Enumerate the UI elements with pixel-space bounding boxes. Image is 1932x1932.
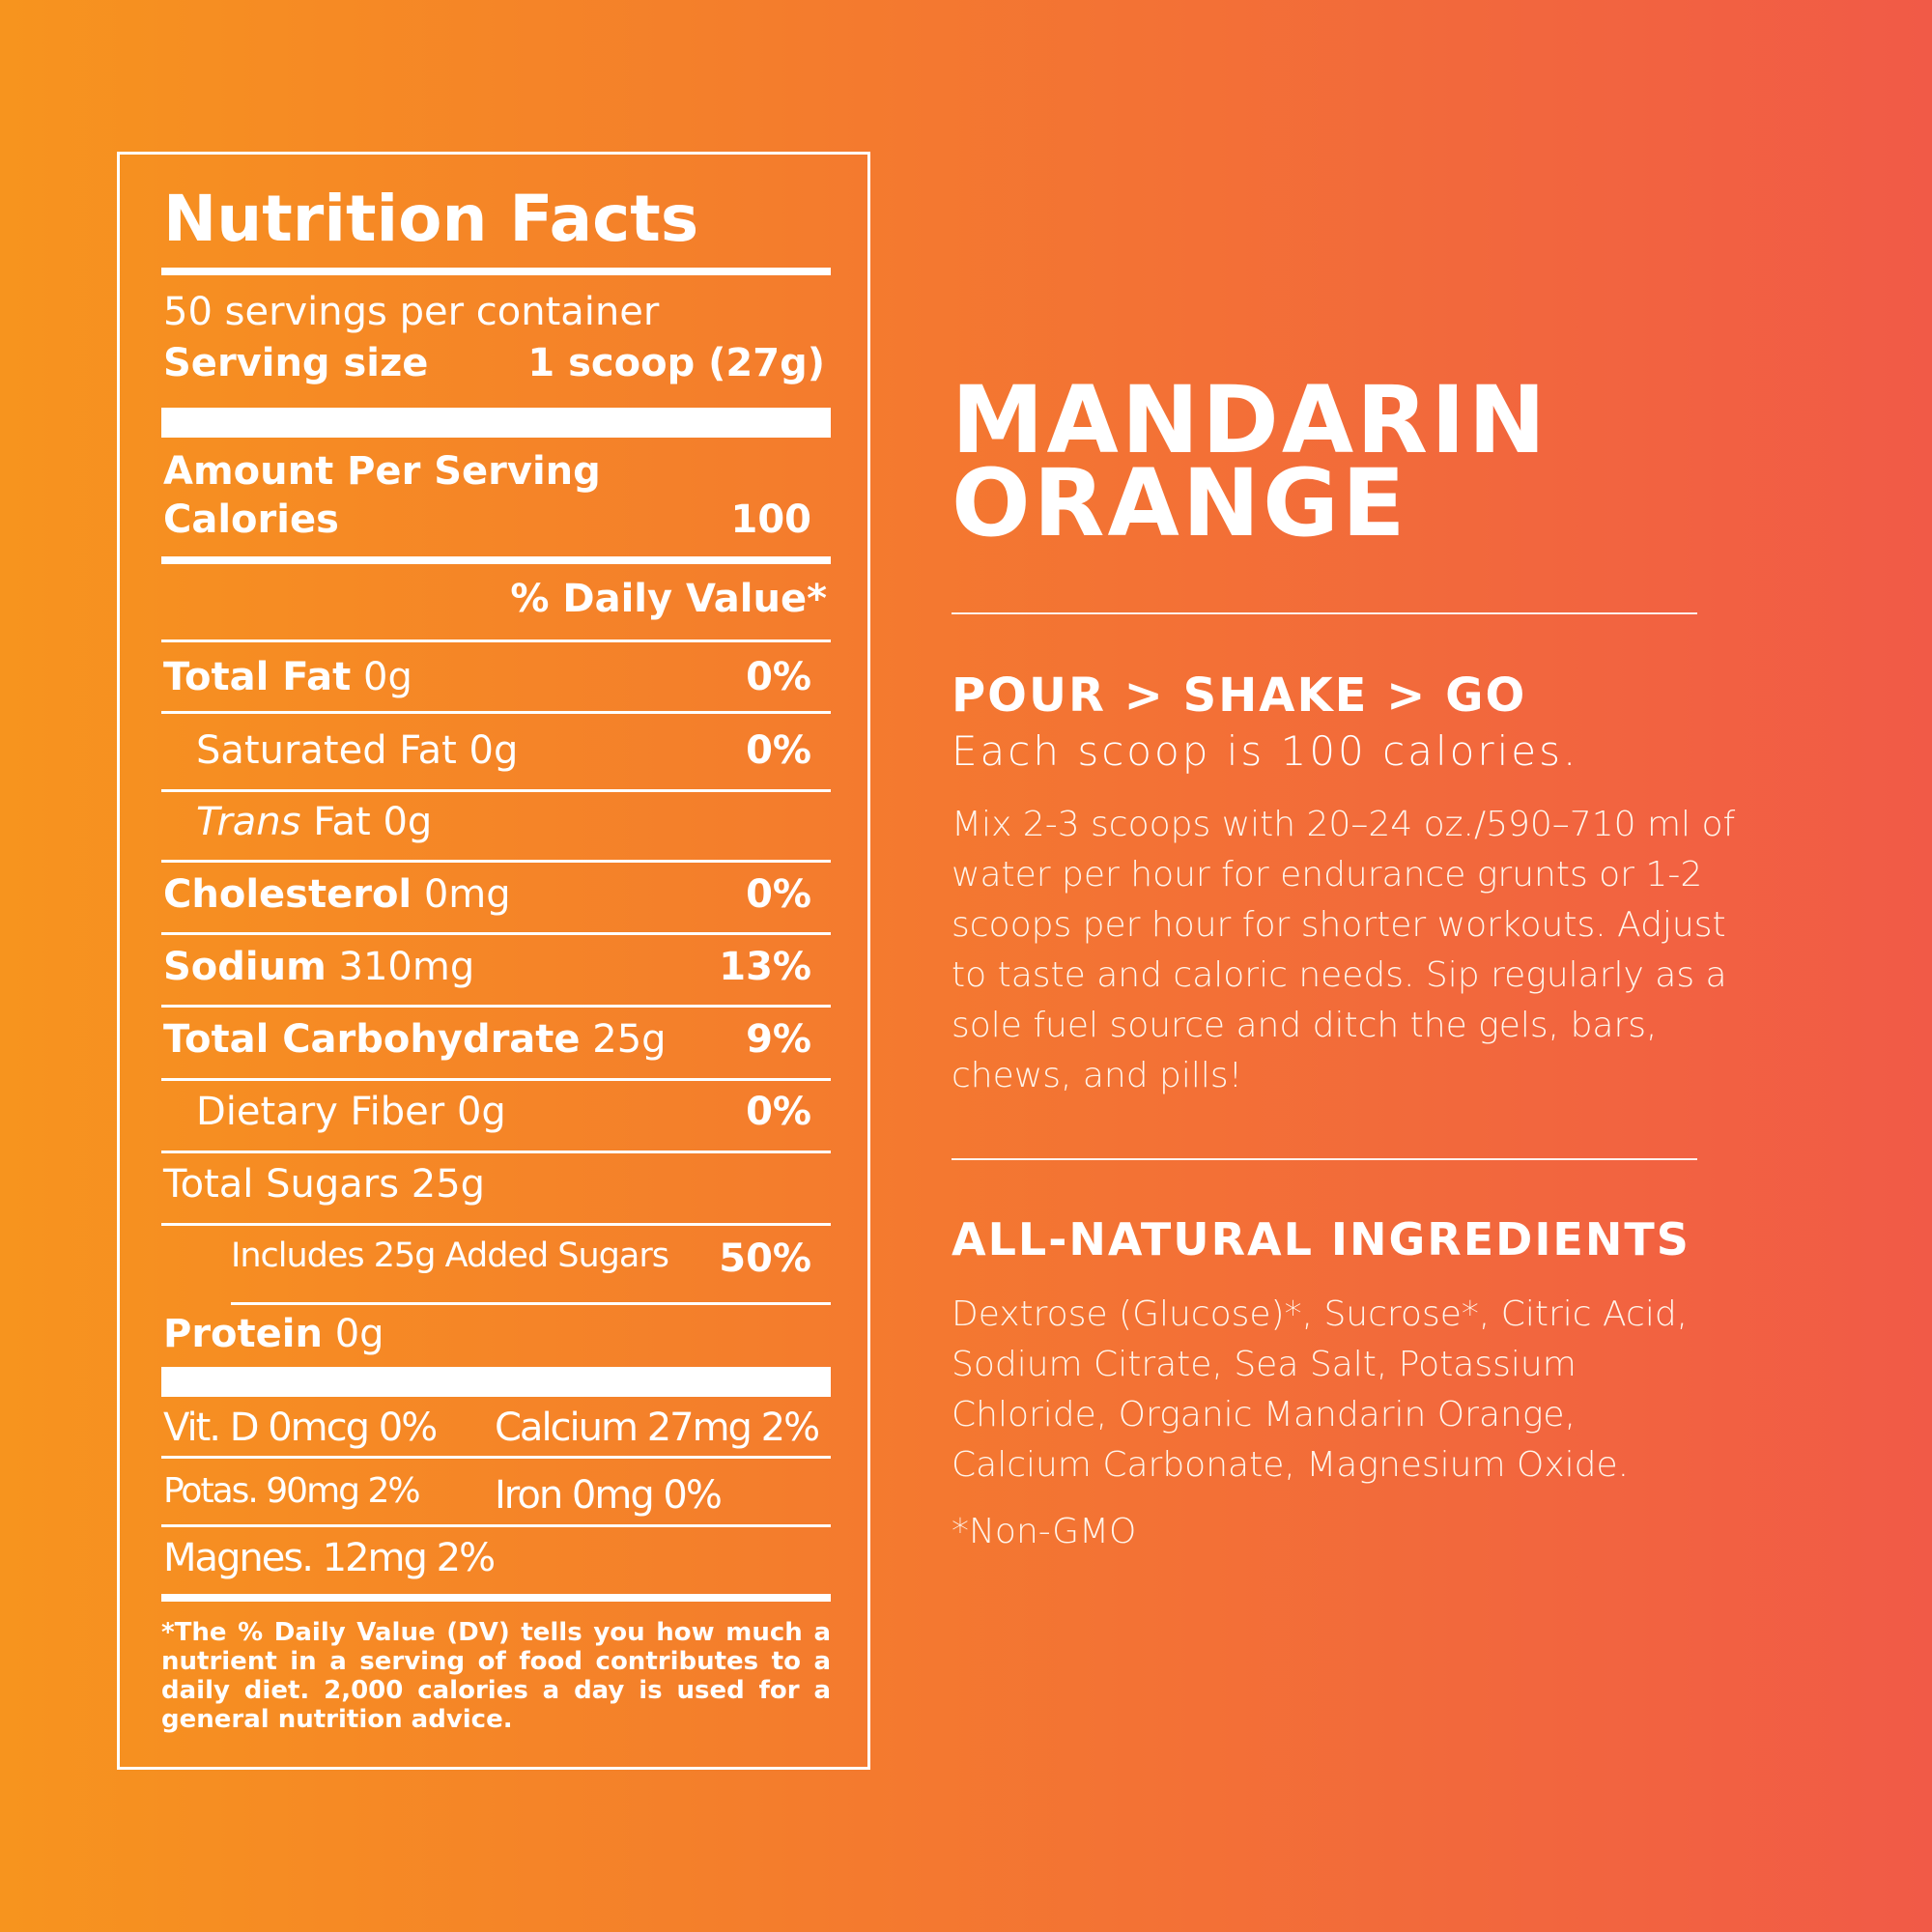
directions-heading: POUR > SHAKE > GO — [952, 668, 1527, 723]
divider — [161, 1456, 831, 1459]
nutrient-amount: 0g — [469, 728, 519, 773]
nutrient-label: Saturated Fat — [196, 728, 457, 773]
daily-value-header: % Daily Value* — [510, 577, 827, 621]
potassium: Potas. 90mg 2% — [163, 1471, 421, 1511]
nutrient-label-suffix: Fat — [313, 800, 371, 844]
nutrient-amount: 25g — [411, 1162, 486, 1207]
divider — [161, 1078, 831, 1081]
nutrient-dv: 0% — [746, 872, 811, 917]
product-name: MANDARIN ORANGE — [952, 366, 1549, 557]
nutrient-label: Sodium — [163, 945, 327, 989]
divider — [161, 1524, 831, 1527]
servings-per-container: 50 servings per container — [163, 290, 660, 334]
nutrient-amount: 0g — [456, 1090, 506, 1134]
nutrient-label: Cholesterol — [163, 872, 412, 917]
divider-thick — [161, 408, 831, 438]
nutrient-dv: 50% — [719, 1236, 811, 1281]
nutrient-amount: 25g — [592, 1017, 667, 1062]
nutrient-dv: 0% — [746, 655, 811, 699]
nutrient-amount: 0g — [383, 800, 433, 844]
divider — [231, 1302, 831, 1305]
divider — [161, 1223, 831, 1226]
calories-value: 100 — [730, 497, 812, 542]
divider — [161, 639, 831, 642]
nutrient-label: Total Sugars — [163, 1162, 400, 1207]
divider — [161, 932, 831, 935]
footnote: *The % Daily Value (DV) tells you how mu… — [161, 1618, 831, 1734]
nutrient-amount: 310mg — [338, 945, 475, 989]
nutrient-row-total-fat: Total Fat 0g — [163, 655, 412, 699]
divider — [161, 1151, 831, 1153]
nutrient-row-saturated-fat: Saturated Fat 0g — [196, 728, 518, 773]
serving-size-label: Serving size — [163, 341, 429, 385]
nutrient-amount: 0g — [334, 1312, 384, 1356]
iron: Iron 0mg 0% — [495, 1473, 723, 1518]
nutrient-row-total-carbohydrate: Total Carbohydrate 25g — [163, 1017, 667, 1062]
nutrient-row-dietary-fiber: Dietary Fiber 0g — [196, 1090, 506, 1134]
directions-text: Mix 2-3 scoops with 20–24 oz./590–710 ml… — [952, 805, 1736, 1095]
divider — [161, 860, 831, 863]
nutrient-dv: 0% — [746, 1090, 811, 1134]
product-name-line1: MANDARIN — [952, 366, 1549, 474]
divider — [161, 1005, 831, 1008]
nutrient-label: Total Fat — [163, 655, 352, 699]
nutrient-dv: 13% — [719, 945, 811, 989]
divider — [952, 1158, 1697, 1160]
divider — [161, 1594, 831, 1602]
nutrient-dv: 0% — [746, 728, 811, 773]
ingredients-heading: ALL-NATURAL INGREDIENTS — [952, 1213, 1690, 1265]
calcium: Calcium 27mg 2% — [495, 1406, 820, 1450]
nutrient-row-total-sugars: Total Sugars 25g — [163, 1162, 485, 1207]
nutrient-label: Total Carbohydrate — [163, 1017, 581, 1062]
nutrient-label: Trans — [196, 800, 301, 844]
divider-thick — [161, 1367, 831, 1397]
amount-per-serving: Amount Per Serving — [163, 449, 601, 494]
serving-size-value: 1 scoop (27g) — [527, 341, 825, 385]
nutrient-row-trans-fat: Trans Fat 0g — [196, 800, 432, 844]
calories-label: Calories — [163, 497, 339, 542]
ingredients-text: Dextrose (Glucose)*, Sucrose*, Citric Ac… — [952, 1294, 1689, 1485]
product-name-line2: ORANGE — [952, 449, 1408, 557]
divider — [161, 711, 831, 714]
divider — [161, 268, 831, 275]
nutrient-amount: 0mg — [423, 872, 511, 917]
nutrient-row-cholesterol: Cholesterol 0mg — [163, 872, 511, 917]
nutrition-title: Nutrition Facts — [163, 182, 699, 256]
divider — [161, 789, 831, 792]
nutrient-row-added-sugars: Includes 25g Added Sugars — [231, 1236, 669, 1275]
nutrient-row-protein: Protein 0g — [163, 1312, 384, 1356]
divider — [952, 612, 1697, 614]
divider — [161, 556, 831, 564]
nutrient-row-sodium: Sodium 310mg — [163, 945, 474, 989]
vitamin-d: Vit. D 0mcg 0% — [163, 1406, 438, 1450]
directions-subheading: Each scoop is 100 calories. — [952, 727, 1579, 775]
magnesium: Magnes. 12mg 2% — [163, 1536, 496, 1580]
non-gmo-note: *Non-GMO — [952, 1512, 1137, 1551]
nutrient-dv: 9% — [746, 1017, 811, 1062]
nutrient-amount: 0g — [363, 655, 412, 699]
nutrition-facts-panel: Nutrition Facts 50 servings per containe… — [117, 152, 870, 1770]
nutrient-label: Dietary Fiber — [196, 1090, 445, 1134]
nutrient-label: Protein — [163, 1312, 323, 1356]
